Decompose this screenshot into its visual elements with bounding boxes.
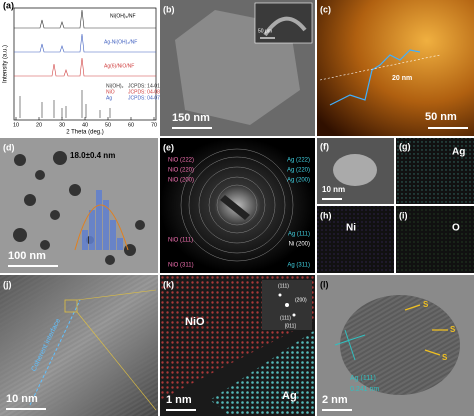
ring-label: NiO (111)	[168, 238, 193, 244]
y-axis-title: Intensity (a.u.)	[3, 45, 9, 83]
fault-label: S	[423, 300, 429, 309]
plane-label: Ag (111)	[350, 375, 376, 382]
element-label: O	[452, 223, 460, 234]
panel-g: (g) Ag	[396, 138, 474, 204]
x-tick-label: 60	[128, 122, 134, 128]
panel-label: (g)	[399, 141, 411, 151]
fft-label: (111)	[280, 315, 291, 321]
panel-label: (c)	[320, 4, 331, 14]
panel-label: (h)	[320, 210, 332, 220]
panel-h: (h) Ni	[317, 206, 394, 273]
panel-label: (f)	[320, 141, 329, 151]
panel-label: (b)	[163, 4, 175, 14]
element-label: Ni	[346, 223, 356, 234]
element-label: Ag	[452, 147, 465, 158]
panel-label: (j)	[3, 279, 12, 289]
fft-label: (200)	[295, 297, 307, 303]
x-tick-label: 20	[36, 122, 42, 128]
ring-label: Ag (311)	[287, 263, 310, 269]
x-tick-label: 40	[82, 122, 88, 128]
inset-scale: 50 μm	[258, 28, 272, 34]
ring-label: NiO (311)	[168, 263, 194, 269]
size-label: 18.0±0.4 nm	[70, 151, 115, 160]
trace-label: Ag-Ni(OH)₂/NF	[104, 39, 137, 45]
ring-label: Ag (220)	[287, 168, 310, 174]
fault-label: S	[442, 353, 448, 362]
scale-bar-label: 2 nm	[322, 394, 348, 406]
panel-j: (j) Coherent interface 10 nm	[0, 275, 158, 416]
panel-c: (c) 20 nm 50 nm	[317, 0, 474, 136]
scale-bar-label: 50 nm	[425, 111, 457, 123]
panel-label: (l)	[320, 279, 329, 289]
x-axis-title: 2 Theta (deg.)	[66, 130, 104, 136]
x-tick-label: 50	[105, 122, 111, 128]
phase-label: NiO	[185, 316, 205, 328]
ring-label: Ag (222)	[287, 158, 310, 164]
reference-name: Ni(OH)₂	[106, 83, 124, 89]
fault-label: S	[450, 325, 456, 334]
panel-label: (i)	[399, 210, 408, 220]
x-tick-label: 10	[13, 122, 19, 128]
panel-l: (l) S S S Ag (111) 0.241 nm 2 nm	[317, 275, 474, 416]
trace-label: Ag(6)/NiO/NF	[104, 63, 134, 69]
scale-bar-label: 10 nm	[322, 185, 345, 194]
panel-k: (k) NiO Ag (111) (200) (111) [011] 1 nm	[160, 275, 315, 416]
scale-bar-label: 100 nm	[8, 250, 46, 262]
x-tick-label: 70	[151, 122, 157, 128]
height-label: 20 nm	[392, 75, 412, 82]
trace-label: Ni(OH)₂/NF	[110, 13, 136, 19]
spacing-label: 0.241 nm	[350, 386, 379, 393]
panel-label: (a)	[3, 0, 14, 10]
reference-jcpds: JCPDS: 14-0117	[128, 83, 165, 89]
x-tick-label: 30	[59, 122, 65, 128]
panel-b: (b) 50 μm 150 nm	[160, 0, 315, 136]
reference-jcpds: JCPDS: 04-0783	[128, 95, 166, 101]
ring-label: Ag (200)	[287, 178, 310, 184]
phase-label: Ag	[282, 390, 297, 402]
scale-bar-label: 1 nm	[166, 394, 192, 406]
reference-jcpds: JCPDS: 04-0835	[128, 89, 166, 95]
panel-label: (k)	[163, 279, 174, 289]
panel-e: (e) NiO (222) NiO (220) NiO (200) NiO (1…	[160, 138, 315, 273]
panel-f: (f) 10 nm	[317, 138, 394, 204]
ring-label: Ag (111)	[288, 232, 310, 238]
panel-i: (i) O	[396, 206, 474, 273]
ring-label: NiO (222)	[168, 158, 194, 164]
fft-label: [011]	[285, 323, 296, 329]
ring-label: NiO (220)	[168, 168, 194, 174]
reference-name: Ag	[106, 95, 112, 101]
panel-a: (a) Intensity (a.u.) 2 Theta (deg.) Ni(O…	[0, 0, 166, 136]
scale-bar-label: 10 nm	[6, 393, 38, 405]
reference-name: NiO	[106, 89, 115, 95]
ring-label: NiO (200)	[168, 178, 194, 184]
panel-d: (d) 18.0±0.4 nm 100 nm	[0, 138, 158, 273]
panel-label: (d)	[3, 142, 15, 152]
scale-bar-label: 150 nm	[172, 112, 210, 124]
fft-label: (111)	[278, 283, 289, 289]
panel-label: (e)	[163, 142, 174, 152]
ring-label: Ni (200)	[289, 242, 310, 248]
